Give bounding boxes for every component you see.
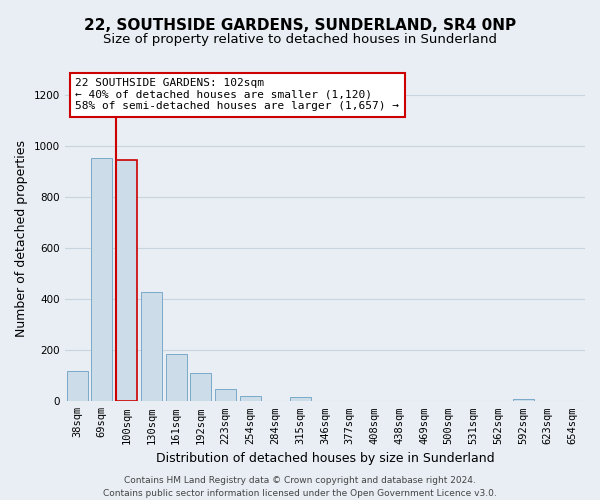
Y-axis label: Number of detached properties: Number of detached properties [15,140,28,336]
Bar [215,389,236,402]
Bar [67,370,88,402]
Bar [512,399,533,402]
Text: 22, SOUTHSIDE GARDENS, SUNDERLAND, SR4 0NP: 22, SOUTHSIDE GARDENS, SUNDERLAND, SR4 0… [84,18,516,32]
Text: 22 SOUTHSIDE GARDENS: 102sqm
← 40% of detached houses are smaller (1,120)
58% of: 22 SOUTHSIDE GARDENS: 102sqm ← 40% of de… [75,78,399,112]
Bar [91,158,112,402]
X-axis label: Distribution of detached houses by size in Sunderland: Distribution of detached houses by size … [155,452,494,465]
Bar [116,160,137,402]
Bar [240,396,261,402]
Text: Size of property relative to detached houses in Sunderland: Size of property relative to detached ho… [103,32,497,46]
Text: Contains HM Land Registry data © Crown copyright and database right 2024.
Contai: Contains HM Land Registry data © Crown c… [103,476,497,498]
Bar [290,397,311,402]
Bar [166,354,187,402]
Bar [141,292,162,402]
Bar [190,373,211,402]
